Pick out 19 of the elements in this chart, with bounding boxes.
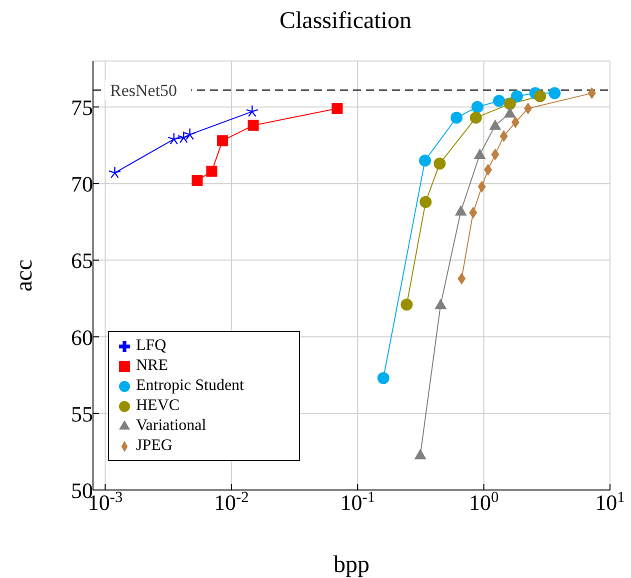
legend-label: NRE xyxy=(136,357,168,374)
x-tick-label: 10$^{1}$ xyxy=(595,488,625,515)
y-axis-title: acc xyxy=(12,260,38,292)
chart-title: Classification xyxy=(278,8,412,35)
x-tick-label: 10$^{-1}$ xyxy=(340,488,376,515)
y-tick-label: 75 xyxy=(71,94,93,120)
legend-label: Entropic Student xyxy=(136,377,244,394)
x-tick-label: 10$^{0}$ xyxy=(468,488,499,515)
x-tick-label: 10$^{-2}$ xyxy=(214,488,249,515)
legend-label: HEVC xyxy=(136,397,180,414)
y-tick-label: 70 xyxy=(71,172,93,197)
y-tick-label: 60 xyxy=(71,324,93,350)
y-tick-label: 55 xyxy=(71,401,93,426)
x-axis-title: bpp xyxy=(334,552,370,578)
legend-label: JPEG xyxy=(136,437,172,454)
legend-label: LFQ xyxy=(136,337,166,354)
y-tick-label: 65 xyxy=(71,248,93,274)
legend-label: Variational xyxy=(136,417,206,434)
ref-line-label: ResNet50 xyxy=(110,81,178,100)
